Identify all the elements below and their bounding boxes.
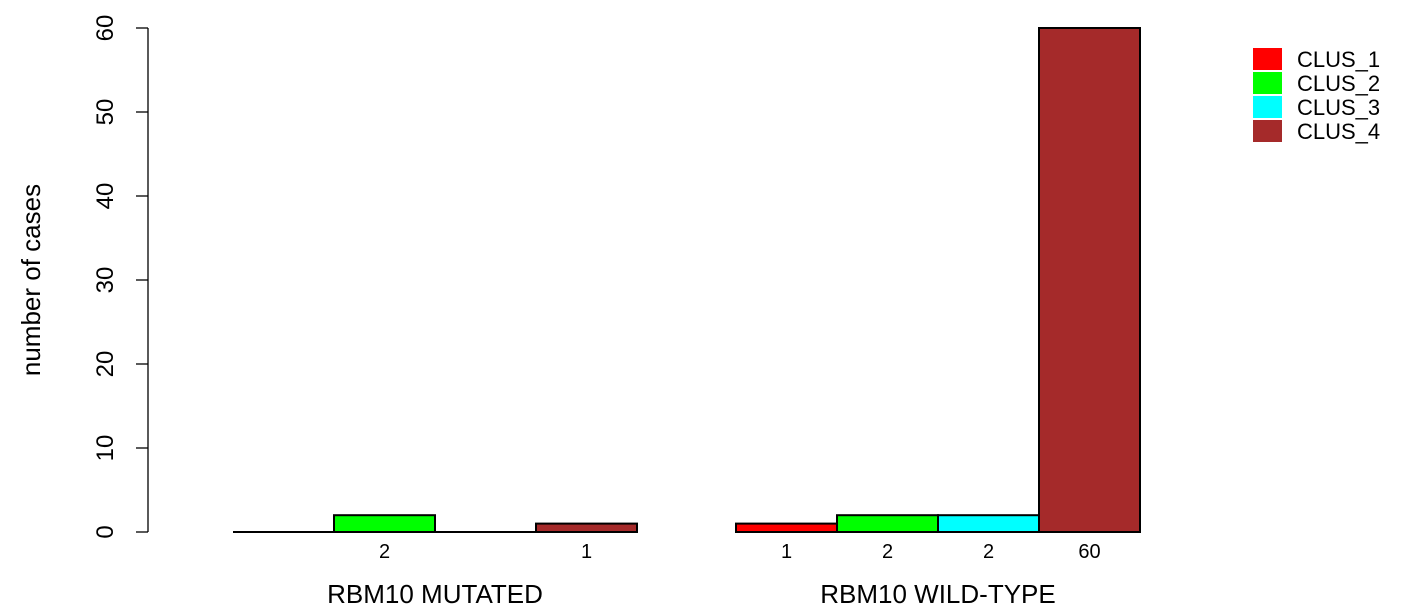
legend-label: CLUS_4 bbox=[1297, 119, 1380, 144]
y-tick-label: 60 bbox=[92, 15, 119, 42]
y-tick-label: 40 bbox=[92, 183, 119, 210]
count-label: 2 bbox=[983, 541, 994, 563]
bar-clus-2-1 bbox=[333, 514, 436, 534]
y-tick-label: 10 bbox=[92, 435, 119, 462]
y-tick-label: 20 bbox=[92, 351, 119, 378]
bar-clus-1-2 bbox=[735, 522, 838, 533]
legend-label: CLUS_3 bbox=[1297, 95, 1380, 120]
bar-clus-4-1 bbox=[535, 522, 638, 533]
y-axis-title: number of cases bbox=[16, 184, 46, 376]
bars bbox=[233, 27, 1141, 534]
y-tick-label: 30 bbox=[92, 267, 119, 294]
legend-label: CLUS_2 bbox=[1297, 71, 1380, 96]
legend-swatch-clus-4 bbox=[1253, 120, 1282, 142]
group-label: RBM10 MUTATED bbox=[327, 579, 543, 609]
count-label: 60 bbox=[1078, 541, 1100, 563]
count-label: 2 bbox=[882, 541, 893, 563]
legend-swatch-clus-1 bbox=[1253, 48, 1282, 70]
y-tick-label: 50 bbox=[92, 99, 119, 126]
count-labels: 2 1 1 2 2 60 bbox=[379, 541, 1101, 563]
y-tick-label: 0 bbox=[92, 525, 119, 538]
bar-clus-4-2 bbox=[1038, 27, 1141, 533]
count-label: 2 bbox=[379, 541, 390, 563]
group-labels: RBM10 MUTATED RBM10 WILD-TYPE bbox=[327, 579, 1056, 609]
bar-clus-2-2 bbox=[836, 514, 939, 534]
legend-swatch-clus-2 bbox=[1253, 72, 1282, 94]
bar-clus-3-2 bbox=[937, 514, 1040, 534]
legend-swatch-clus-3 bbox=[1253, 96, 1282, 118]
count-label: 1 bbox=[781, 541, 792, 563]
count-label: 1 bbox=[581, 541, 592, 563]
y-axis: 0 10 20 30 40 50 60 bbox=[92, 15, 149, 539]
group-label: RBM10 WILD-TYPE bbox=[820, 579, 1056, 609]
legend-label: CLUS_1 bbox=[1297, 47, 1380, 72]
